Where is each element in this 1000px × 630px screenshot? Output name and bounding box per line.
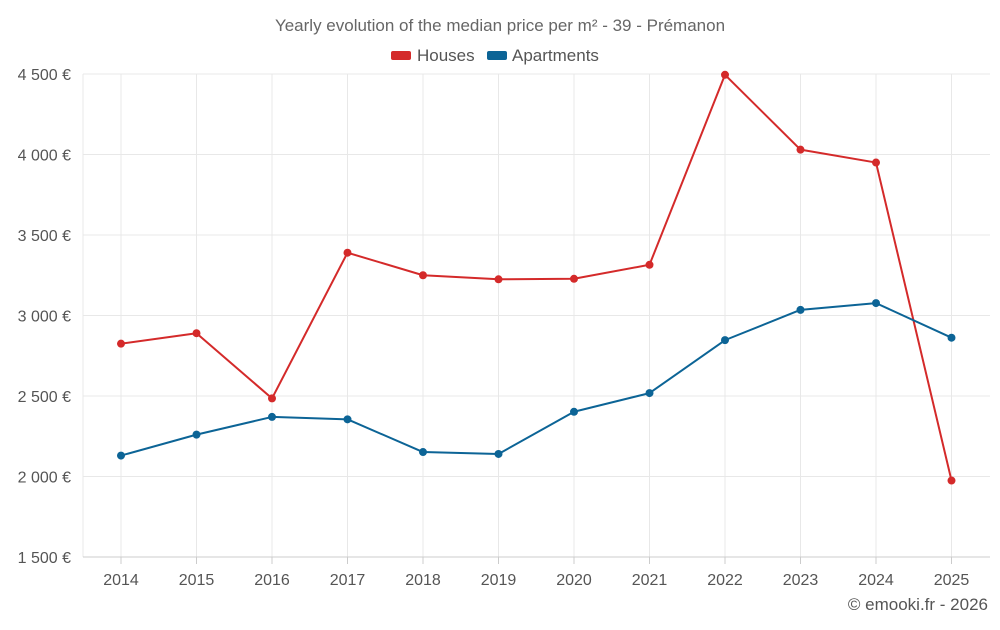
x-tick-label: 2015 [179,572,215,589]
series-line-houses [120,73,953,481]
data-point-houses[interactable] [117,339,125,348]
data-point-houses[interactable] [268,394,276,403]
legend-swatch-apartments [487,51,507,60]
legend-item-apartments[interactable]: Apartments [487,46,599,65]
axes: 1 500 € 2 000 € 2 500 € 3 000 € 3 500 € 4 000… [18,67,990,589]
data-point-houses[interactable] [570,274,578,283]
x-tick-label: 2018 [405,572,441,589]
legend-item-houses[interactable]: Houses [391,46,475,65]
legend-label-houses: Houses [417,46,475,65]
x-tick-label: 2021 [632,572,668,589]
data-point-apartments[interactable] [796,305,805,314]
data-point-houses[interactable] [721,70,729,79]
data-point-houses[interactable] [947,476,956,485]
x-tick-label: 2019 [481,572,517,589]
y-tick-label: 3 500 € [18,228,71,245]
data-point-apartments[interactable] [343,415,352,424]
credit-text: © emooki.fr - 2026 [848,595,988,614]
data-point-houses[interactable] [192,329,201,338]
legend-label-apartments: Apartments [512,46,599,65]
data-point-houses[interactable] [796,145,805,154]
y-tick-label: 4 000 € [18,148,71,165]
y-tick-label: 1 500 € [18,550,71,567]
data-point-apartments[interactable] [494,449,503,458]
data-point-apartments[interactable] [419,448,427,457]
x-tick-label: 2020 [556,572,592,589]
x-tick-label: 2022 [707,572,743,589]
data-point-apartments[interactable] [117,451,125,460]
data-point-apartments[interactable] [721,336,729,345]
legend-swatch-houses [391,51,411,60]
data-point-apartments[interactable] [192,430,201,439]
x-tick-label: 2024 [858,572,894,589]
data-point-houses[interactable] [645,260,654,269]
chart-title: Yearly evolution of the median price per… [275,16,725,35]
series [117,70,956,485]
x-tick-label: 2025 [934,572,970,589]
data-point-houses[interactable] [419,271,427,280]
grid [82,73,990,557]
data-point-houses[interactable] [872,158,880,167]
data-point-houses[interactable] [494,275,503,284]
x-tick-label: 2023 [783,572,819,589]
y-tick-label: 4 500 € [18,67,71,84]
data-point-apartments[interactable] [872,299,880,308]
y-tick-label: 2 500 € [18,389,71,406]
x-tick-label: 2014 [103,572,139,589]
legend: Houses Apartments [391,46,599,65]
x-tick-label: 2017 [330,572,366,589]
data-point-apartments[interactable] [268,412,276,421]
data-point-apartments[interactable] [645,389,654,398]
y-tick-label: 3 000 € [18,309,71,326]
y-tick-label: 2 000 € [18,470,71,487]
data-point-houses[interactable] [343,248,352,257]
data-point-apartments[interactable] [947,333,956,342]
x-tick-label: 2016 [254,572,290,589]
series-line-apartments [120,302,952,457]
data-point-apartments[interactable] [570,407,578,416]
